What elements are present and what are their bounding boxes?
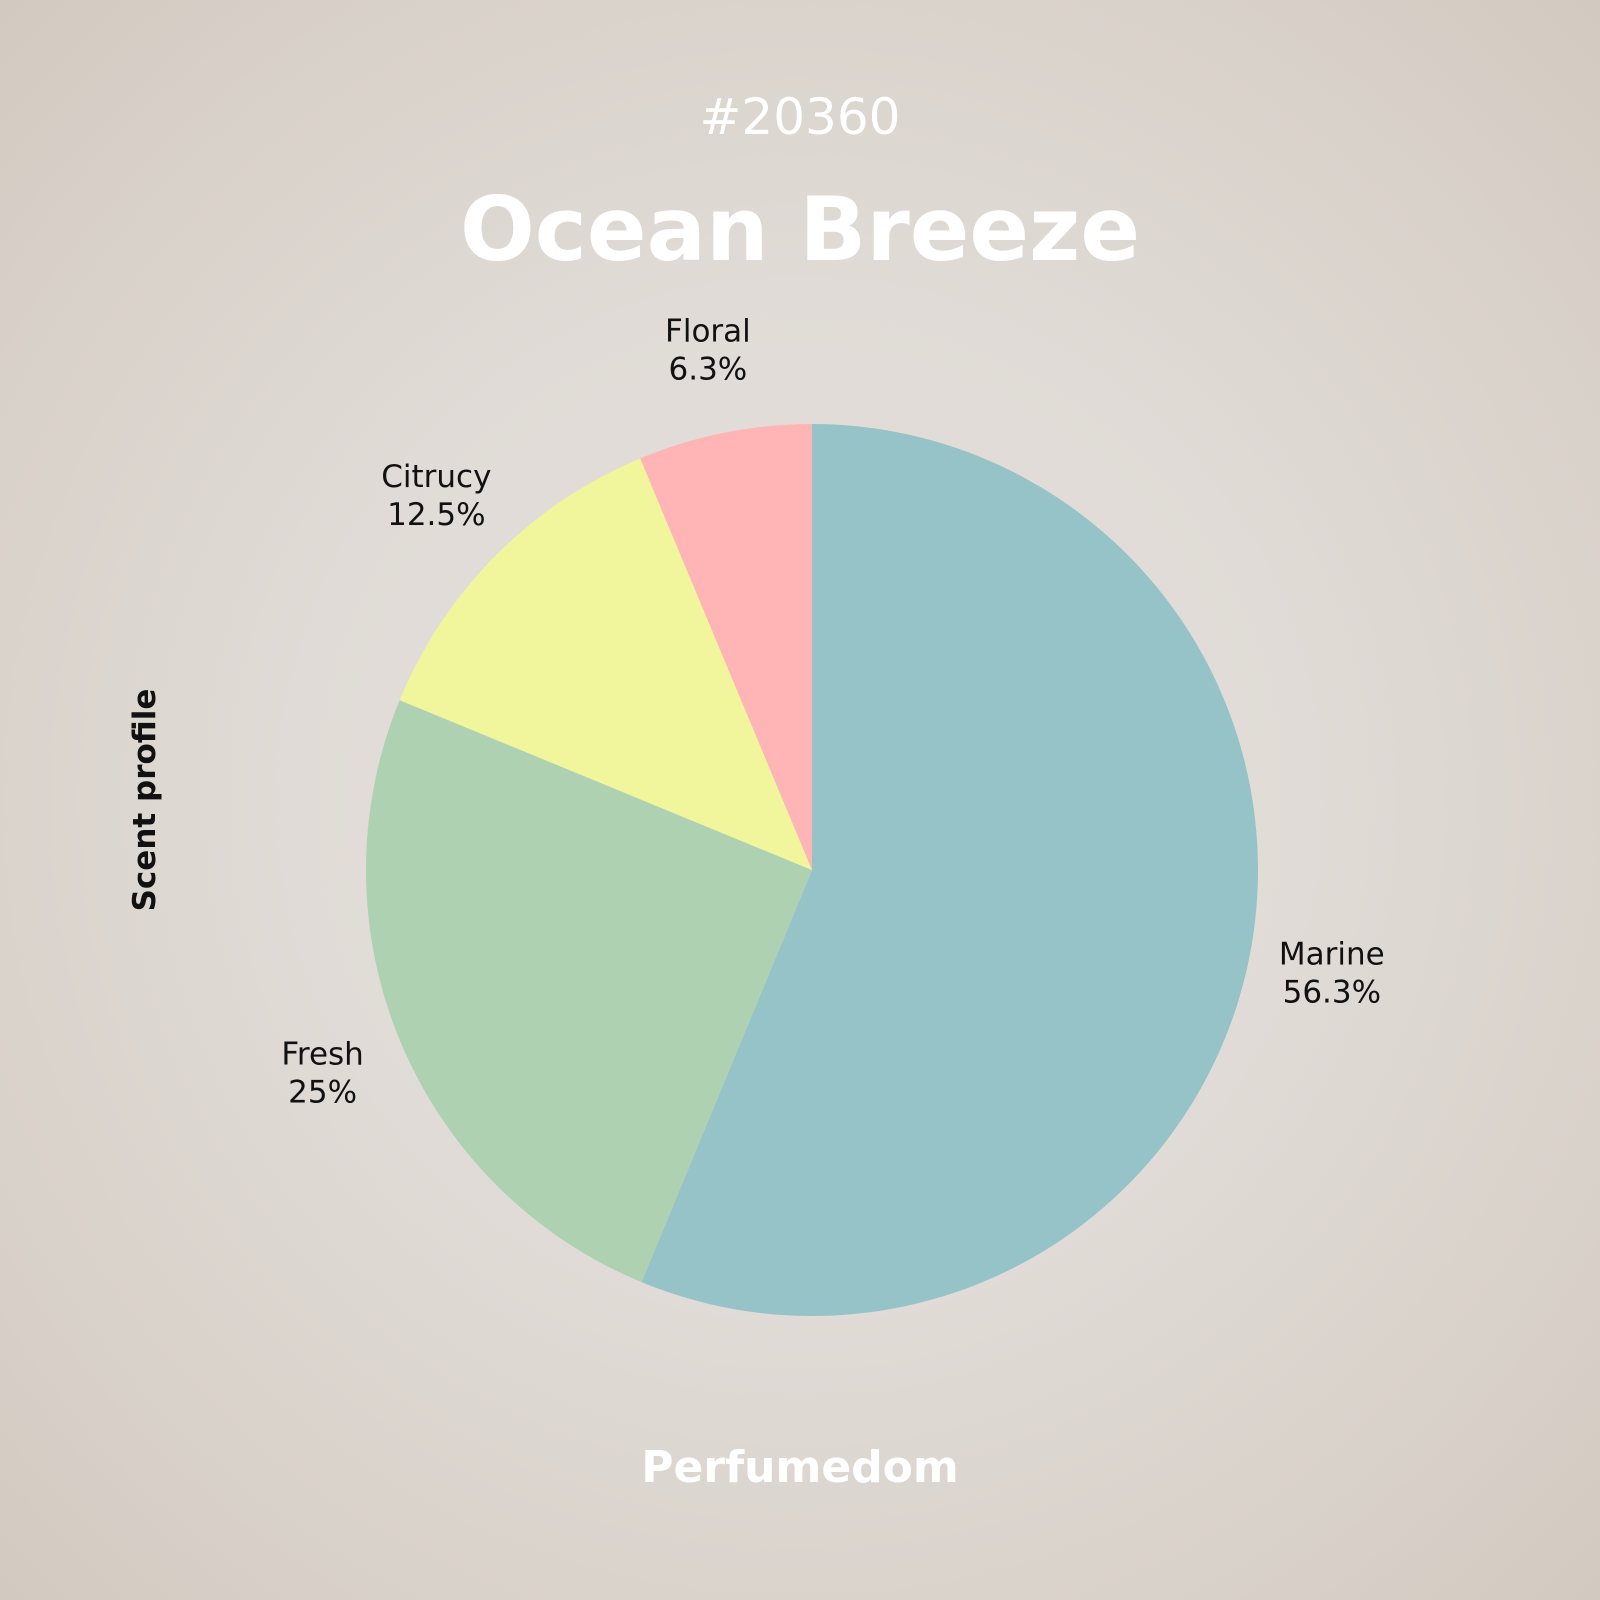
pie-slice-citrucy bbox=[399, 458, 812, 870]
slice-value-floral: 6.3% bbox=[669, 351, 748, 387]
slice-label-floral: Floral bbox=[665, 313, 751, 349]
pie-slice-floral bbox=[640, 424, 812, 870]
slice-value-marine: 56.3% bbox=[1283, 974, 1381, 1010]
slice-label-marine: Marine bbox=[1279, 936, 1385, 972]
pie-slice-marine bbox=[641, 424, 1258, 1316]
slice-label-citrucy: Citrucy bbox=[381, 459, 491, 495]
pie-slice-fresh bbox=[365, 700, 812, 1283]
slice-value-citrucy: 12.5% bbox=[387, 497, 485, 533]
brand-name: Perfumedom bbox=[641, 1442, 959, 1493]
fragrance-id: #20360 bbox=[699, 88, 901, 146]
slice-value-fresh: 25% bbox=[288, 1074, 357, 1110]
fragrance-title: Ocean Breeze bbox=[459, 178, 1141, 281]
slice-label-fresh: Fresh bbox=[281, 1036, 364, 1072]
pie-slices bbox=[365, 424, 1258, 1316]
